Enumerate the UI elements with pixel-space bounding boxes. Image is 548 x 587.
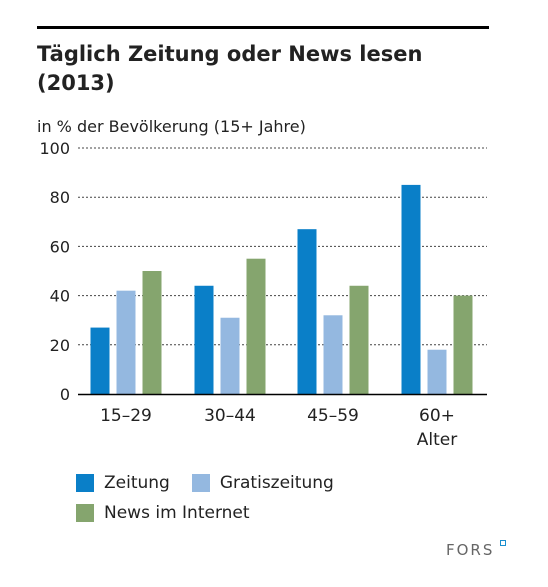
bar-news-im-internet-3 bbox=[453, 295, 473, 394]
y-tick-label-40: 40 bbox=[50, 287, 70, 306]
legend-swatch-gratiszeitung bbox=[191, 474, 210, 492]
bar-news-im-internet-2 bbox=[349, 285, 369, 394]
legend-swatch-news-im-internet bbox=[76, 504, 94, 522]
bar-zeitung-1 bbox=[194, 285, 214, 394]
y-tick-label-60: 60 bbox=[50, 237, 70, 256]
bar-news-im-internet-1 bbox=[246, 258, 266, 394]
x-tick-label-2: 45–59 bbox=[307, 406, 359, 426]
legend-swatch-zeitung bbox=[76, 474, 94, 492]
bar-news-im-internet-0 bbox=[142, 271, 162, 394]
title-rule bbox=[37, 26, 489, 29]
bar-gratiszeitung-0 bbox=[116, 290, 136, 394]
fors-logo: FORS bbox=[446, 541, 495, 559]
bar-gratiszeitung-3 bbox=[427, 349, 447, 394]
y-tick-label-20: 20 bbox=[50, 336, 70, 355]
legend-item-news-im-internet: News im Internet bbox=[76, 498, 334, 528]
y-tick-label-0: 0 bbox=[60, 385, 70, 404]
bar-zeitung-0 bbox=[90, 327, 110, 394]
legend: Zeitung Gratiszeitung News im Internet bbox=[76, 468, 334, 528]
y-tick-label-80: 80 bbox=[50, 188, 70, 207]
bar-zeitung-2 bbox=[297, 229, 317, 394]
chart-title: Täglich Zeitung oder News lesen (2013) bbox=[37, 42, 423, 95]
fors-logo-mark bbox=[500, 540, 506, 546]
chart-subtitle: in % der Bevölkerung (15+ Jahre) bbox=[37, 117, 306, 136]
bar-gratiszeitung-1 bbox=[220, 317, 240, 394]
x-tick-label-3: 60+ Alter bbox=[417, 406, 457, 450]
bar-chart: 0 20 40 60 80 100 15–29 30–44 45–59 60+ Alter bbox=[39, 139, 487, 450]
legend-item-gratiszeitung: Gratiszeitung bbox=[191, 468, 334, 498]
legend-label-zeitung: Zeitung bbox=[104, 473, 170, 493]
legend-label-news-im-internet: News im Internet bbox=[104, 503, 250, 523]
bar-gratiszeitung-2 bbox=[323, 315, 343, 394]
y-tick-label-100: 100 bbox=[39, 139, 70, 158]
x-tick-label-0: 15–29 bbox=[100, 406, 152, 426]
bar-zeitung-3 bbox=[401, 184, 421, 394]
legend-item-zeitung: Zeitung bbox=[76, 468, 170, 498]
x-tick-label-1: 30–44 bbox=[204, 406, 256, 426]
legend-label-gratiszeitung: Gratiszeitung bbox=[219, 473, 334, 493]
